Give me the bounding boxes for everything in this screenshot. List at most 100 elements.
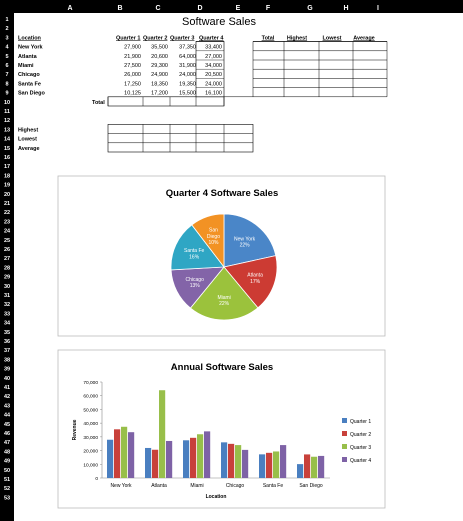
- row-number-8[interactable]: 8: [5, 81, 8, 87]
- value-cell[interactable]: 15,500: [179, 91, 196, 97]
- value-cell[interactable]: 34,000: [205, 63, 222, 69]
- bar-new-york-q2[interactable]: [114, 429, 121, 478]
- pie-slice-san-diego[interactable]: [191, 213, 225, 269]
- pie-slice-atlanta[interactable]: [223, 255, 278, 309]
- header-cell-location[interactable]: Location: [18, 35, 42, 41]
- location-cell[interactable]: Atlanta: [18, 54, 38, 60]
- location-cell[interactable]: Miami: [18, 63, 34, 69]
- row-number-36[interactable]: 36: [4, 339, 10, 345]
- value-cell[interactable]: 27,000: [205, 54, 222, 60]
- row-number-3[interactable]: 3: [5, 35, 8, 41]
- row-number-41[interactable]: 41: [4, 385, 10, 391]
- row-number-25[interactable]: 25: [4, 238, 10, 244]
- column-header-a[interactable]: A: [67, 5, 72, 12]
- value-cell[interactable]: 31,900: [179, 63, 196, 69]
- header-cell-quarter-1[interactable]: Quarter 1: [116, 35, 140, 41]
- row-number-51[interactable]: 51: [4, 477, 10, 483]
- row-number-4[interactable]: 4: [5, 45, 9, 51]
- bar-chart[interactable]: Annual Software Sales 0 10,000 20,000 30,000…: [57, 349, 386, 509]
- header-cell-quarter-2[interactable]: Quarter 2: [143, 35, 167, 41]
- row-number-27[interactable]: 27: [4, 256, 10, 262]
- bar-san-diego-q1[interactable]: [297, 464, 304, 478]
- row-number-46[interactable]: 46: [4, 431, 10, 437]
- row-number-21[interactable]: 21: [4, 201, 10, 207]
- row-number-31[interactable]: 31: [4, 293, 10, 299]
- row-number-52[interactable]: 52: [4, 486, 10, 492]
- value-cell[interactable]: 17,200: [151, 91, 168, 97]
- location-cell[interactable]: New York: [18, 45, 43, 51]
- value-cell[interactable]: 35,500: [151, 45, 168, 51]
- bar-san-diego-q2[interactable]: [304, 454, 311, 478]
- value-cell[interactable]: 16,100: [205, 91, 222, 97]
- column-header-i[interactable]: I: [377, 5, 379, 12]
- bar-chicago-q2[interactable]: [228, 443, 235, 478]
- bar-atlanta-q4[interactable]: [166, 440, 173, 478]
- row-number-19[interactable]: 19: [4, 183, 10, 189]
- bar-chicago-q4[interactable]: [242, 449, 249, 478]
- row-number-32[interactable]: 32: [4, 302, 10, 308]
- value-cell[interactable]: 24,000: [179, 72, 196, 78]
- pie-slice-miami[interactable]: [189, 266, 259, 321]
- row-number-43[interactable]: 43: [4, 403, 10, 409]
- row-number-42[interactable]: 42: [4, 394, 10, 400]
- pie-slice-santa-fe[interactable]: [170, 224, 225, 271]
- row-number-12[interactable]: 12: [4, 118, 10, 124]
- bar-santa-fe-q2[interactable]: [266, 452, 273, 478]
- header-cell-highest[interactable]: Highest: [287, 35, 307, 41]
- bar-miami-q4[interactable]: [204, 431, 211, 478]
- row-number-9[interactable]: 9: [5, 91, 8, 97]
- row-number-16[interactable]: 16: [4, 155, 10, 161]
- row-number-18[interactable]: 18: [4, 173, 10, 179]
- bar-santa-fe-q4[interactable]: [280, 445, 287, 478]
- header-cell-average[interactable]: Average: [353, 35, 375, 41]
- value-cell[interactable]: 27,900: [124, 45, 141, 51]
- value-cell[interactable]: 37,350: [179, 45, 196, 51]
- bar-chicago-q3[interactable]: [235, 445, 242, 478]
- row-number-17[interactable]: 17: [4, 164, 10, 170]
- location-cell[interactable]: San Diego: [18, 91, 46, 97]
- value-cell[interactable]: 20,500: [205, 72, 222, 78]
- pie-slice-new-york[interactable]: [223, 213, 277, 268]
- value-cell[interactable]: 24,000: [205, 81, 222, 87]
- row-number-44[interactable]: 44: [4, 413, 11, 419]
- row-number-23[interactable]: 23: [4, 219, 10, 225]
- row-number-30[interactable]: 30: [4, 284, 10, 290]
- bar-new-york-q3[interactable]: [121, 426, 128, 478]
- value-cell[interactable]: 20,600: [151, 54, 168, 60]
- row-number-35[interactable]: 35: [4, 330, 10, 336]
- row-number-47[interactable]: 47: [4, 440, 10, 446]
- row-number-28[interactable]: 28: [4, 265, 10, 271]
- value-cell[interactable]: 33,400: [205, 45, 222, 51]
- value-cell[interactable]: 26,000: [124, 72, 141, 78]
- row-number-5[interactable]: 5: [5, 54, 8, 60]
- summary-label-highest[interactable]: Highest: [18, 127, 38, 133]
- value-cell[interactable]: 27,500: [124, 63, 141, 69]
- row-number-22[interactable]: 22: [4, 210, 10, 216]
- bar-san-diego-q3[interactable]: [311, 456, 318, 478]
- row-number-40[interactable]: 40: [4, 376, 10, 382]
- cell-grid[interactable]: Software Sales Location Quarter 1 Quarter 2…: [18, 16, 388, 153]
- bar-chicago-q1[interactable]: [221, 442, 228, 478]
- row-number-50[interactable]: 50: [4, 468, 10, 474]
- row-number-45[interactable]: 45: [4, 422, 10, 428]
- bar-san-diego-q4[interactable]: [318, 455, 325, 478]
- bar-santa-fe-q3[interactable]: [273, 451, 280, 478]
- value-cell[interactable]: 19,350: [179, 81, 196, 87]
- column-header-d[interactable]: D: [197, 5, 202, 12]
- bar-santa-fe-q1[interactable]: [259, 454, 266, 478]
- row-number-38[interactable]: 38: [4, 357, 10, 363]
- value-cell[interactable]: 10,125: [124, 91, 141, 97]
- row-number-11[interactable]: 11: [4, 109, 10, 115]
- header-cell-quarter-4[interactable]: Quarter 4: [199, 35, 224, 41]
- row-number-7[interactable]: 7: [5, 72, 8, 78]
- value-cell[interactable]: 29,300: [151, 63, 168, 69]
- row-number-14[interactable]: 14: [4, 137, 11, 143]
- row-number-2[interactable]: 2: [5, 26, 8, 32]
- value-cell[interactable]: 21,900: [124, 54, 141, 60]
- column-header-e[interactable]: E: [236, 5, 241, 12]
- row-number-33[interactable]: 33: [4, 311, 10, 317]
- row-number-49[interactable]: 49: [4, 459, 10, 465]
- row-number-29[interactable]: 29: [4, 275, 10, 281]
- row-number-15[interactable]: 15: [4, 146, 10, 152]
- value-cell[interactable]: 18,350: [151, 81, 168, 87]
